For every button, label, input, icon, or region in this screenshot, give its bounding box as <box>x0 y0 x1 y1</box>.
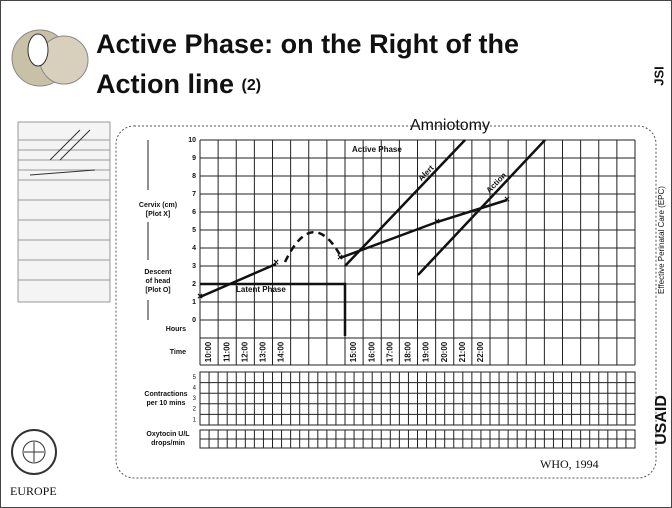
time-label: 17:00 <box>385 341 394 362</box>
title-suffix: (2) <box>242 77 262 94</box>
svg-text:×: × <box>273 258 279 269</box>
svg-text:×: × <box>434 217 440 228</box>
thumbnail <box>18 122 110 302</box>
program: Effective Perinatal Care (EPC) <box>657 186 666 294</box>
scale-label: 10 <box>188 137 196 144</box>
time-label: 12:00 <box>240 341 249 362</box>
time-label: 22:00 <box>476 341 485 362</box>
active-phase-label: Active Phase <box>352 145 402 154</box>
scale-label: 0 <box>192 317 196 324</box>
time-label: 15:00 <box>349 341 358 362</box>
time-label: 16:00 <box>367 341 376 362</box>
row-label: Cervix (cm) <box>139 202 177 209</box>
side-label: JSI <box>651 66 666 86</box>
scale-label: 4 <box>192 245 196 252</box>
scale-label: 8 <box>192 173 196 180</box>
scale-label: 7 <box>192 191 196 198</box>
time-label: 14:00 <box>277 341 286 362</box>
svg-text:×: × <box>504 195 510 206</box>
row-label: [Plot X] <box>146 211 171 218</box>
time-label: 18:00 <box>404 341 413 362</box>
latent-phase-label: Latent Phase <box>236 285 286 294</box>
time-label: 13:00 <box>259 341 268 362</box>
time-label: 21:00 <box>458 341 467 362</box>
annotation: Amniotomy <box>410 117 490 134</box>
scale-label: 5 <box>192 227 196 234</box>
time-label: 19:00 <box>422 341 431 362</box>
svg-text:×: × <box>197 292 203 303</box>
title-line-2: Action line (2) <box>96 69 261 99</box>
title: Active Phase: on the Right of the <box>96 29 519 59</box>
region: EUROPE <box>10 484 57 498</box>
time-label: 10:00 <box>204 341 213 362</box>
row-label: of head <box>146 278 171 285</box>
row-label: per 10 mins <box>147 400 186 407</box>
row-label: Descent <box>144 269 172 276</box>
scale-label: 1 <box>192 299 196 306</box>
scale-label: 9 <box>192 155 196 162</box>
sponsor: USAID <box>653 395 670 445</box>
row-label: drops/min <box>151 440 185 447</box>
time-label: 20:00 <box>440 341 449 362</box>
time-label: 11:00 <box>222 341 231 362</box>
row-label: Oxytocin U/L <box>146 431 190 438</box>
row-label: Hours <box>166 326 186 333</box>
scale-label: 2 <box>192 281 196 288</box>
scale-label: 3 <box>192 263 196 270</box>
scale-label: 6 <box>192 209 196 216</box>
slide: Active Phase: on the Right of the Action… <box>0 0 672 508</box>
source: WHO, 1994 <box>540 457 599 471</box>
row-label: Time <box>170 349 186 356</box>
svg-text:×: × <box>337 253 343 264</box>
row-label: [Plot O] <box>145 287 170 294</box>
row-label: Contractions <box>144 391 187 398</box>
